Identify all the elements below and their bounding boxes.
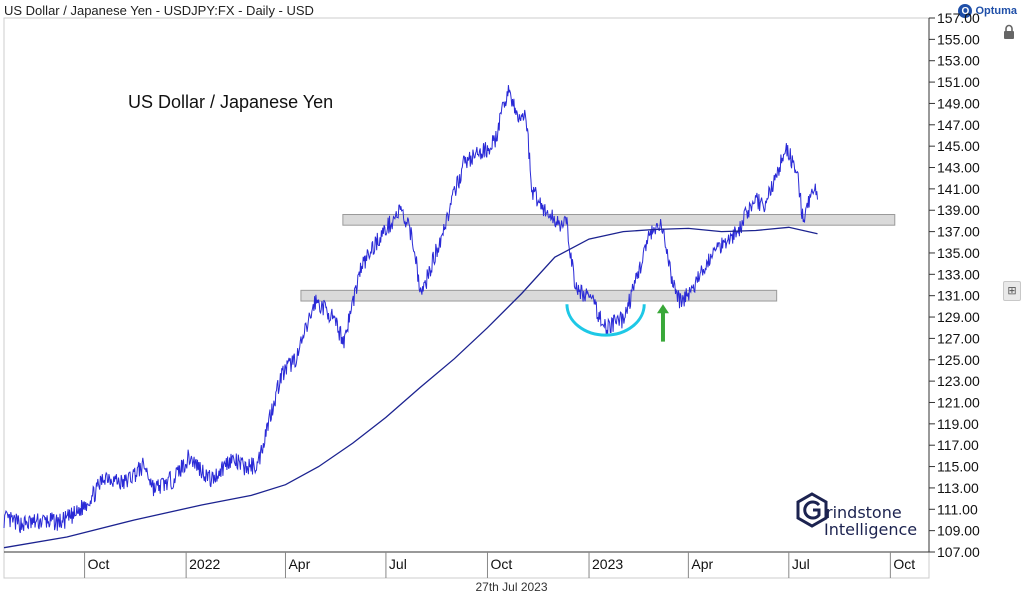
chart-header-title: US Dollar / Japanese Yen - USDJPY:FX - D… [4,3,314,18]
y-tick-label: 127.00 [937,330,980,346]
watermark-line1: rindstone [826,503,902,522]
header-bar: US Dollar / Japanese Yen - USDJPY:FX - D… [0,0,1023,22]
zone-1 [300,289,778,302]
y-tick-label: 119.00 [937,416,979,432]
y-tick-label: 157.00 [937,10,980,26]
watermark-line2: Intelligence [824,520,917,539]
y-tick-label: 147.00 [937,117,980,133]
optuma-logo-icon: O [958,4,973,18]
x-tick-label: Oct [88,556,110,572]
support-resistance-zones [300,214,896,302]
y-tick-label: 141.00 [937,181,980,197]
x-tick-label: 2022 [189,556,220,572]
y-tick-label: 139.00 [937,202,980,218]
y-tick-label: 133.00 [937,266,980,282]
x-axis-ticks: Oct 2022 Apr Jul Oct 2023 Apr Jul Oct [84,552,915,578]
series-line-0 [3,85,818,534]
y-tick-label: 123.00 [937,373,980,389]
y-axis-ticks: 157.00 155.00 153.00 151.00 149.00 147.00 145.… [929,10,980,560]
y-tick-label: 113.00 [937,480,979,496]
x-tick-label: Jul [389,556,407,572]
grindstone-hex-g-logo [796,492,828,528]
x-tick-label: Jul [792,556,810,572]
chart-title: US Dollar / Japanese Yen [128,92,333,112]
zoom-toggle-button[interactable]: ⊞ [1003,281,1021,301]
y-tick-label: 149.00 [937,95,980,111]
zone-0 [342,214,896,226]
series-line-1 [3,226,818,549]
x-tick-label: Apr [288,556,310,572]
y-tick-label: 129.00 [937,309,980,325]
lock-icon[interactable] [1002,24,1016,40]
grindstone-watermark: rindstone Intelligence [796,492,917,539]
y-tick-label: 151.00 [937,74,980,90]
x-tick-label: 2023 [592,556,623,572]
brand-badge: O Optuma [958,2,1017,20]
y-tick-label: 117.00 [937,437,979,453]
y-tick-label: 137.00 [937,224,980,240]
y-tick-label: 143.00 [937,160,980,176]
up-arrow-icon [656,304,669,314]
brand-label: Optuma [975,5,1017,17]
rounding-bottom-arc [565,304,646,337]
series-group [3,85,818,549]
y-tick-label: 131.00 [937,288,980,304]
y-tick-label: 153.00 [937,53,980,69]
y-tick-label: 121.00 [937,394,980,410]
y-tick-label: 155.00 [937,31,980,47]
y-tick-label: 135.00 [937,245,980,261]
x-tick-label: Oct [490,556,512,572]
x-tick-label: Oct [893,556,915,572]
annotations-group [565,304,669,342]
y-tick-label: 111.00 [937,501,978,517]
y-tick-label: 115.00 [937,459,979,475]
footer-date: 27th Jul 2023 [475,580,548,594]
y-tick-label: 125.00 [937,352,980,368]
y-tick-label: 109.00 [937,523,980,539]
x-tick-label: Apr [691,556,713,572]
y-tick-label: 107.00 [937,544,980,560]
y-tick-label: 145.00 [937,138,980,154]
